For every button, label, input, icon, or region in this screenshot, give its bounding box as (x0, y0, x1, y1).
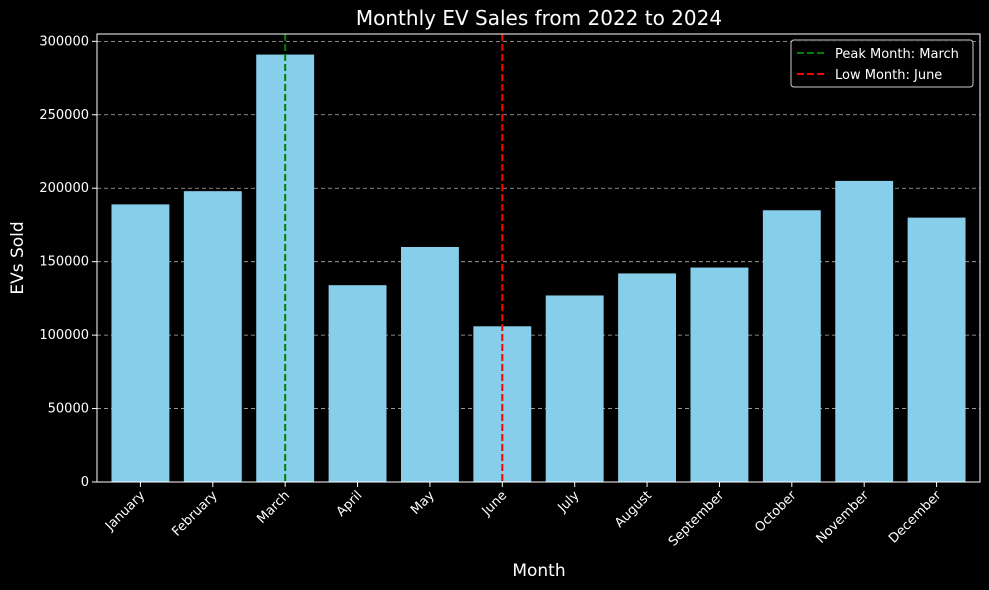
bar-april (328, 285, 387, 482)
legend-label: Low Month: June (835, 68, 942, 83)
legend: Peak Month: March Low Month: June (790, 39, 974, 88)
bar-january (111, 204, 170, 482)
x-axis-label: Month (512, 561, 565, 581)
chart-title: Monthly EV Sales from 2022 to 2024 (356, 6, 722, 30)
bar-november (835, 180, 894, 482)
bar-february (183, 191, 242, 482)
bar-october (762, 210, 821, 482)
y-tick-label: 150000 (39, 255, 89, 270)
y-tick-label: 100000 (39, 328, 89, 343)
bar-july (545, 295, 604, 482)
legend-box (790, 39, 974, 88)
bar-december (907, 217, 966, 482)
y-axis-label: EVs Sold (8, 221, 28, 294)
bar-august (618, 273, 677, 482)
bar-may (400, 246, 459, 482)
y-axis-ticks: 0 50000 100000 150000 200000 250000 300000 (39, 34, 97, 490)
legend-label: Peak Month: March (835, 47, 959, 62)
y-tick-label: 0 (81, 475, 89, 490)
reference-lines (284, 34, 504, 482)
bars (111, 54, 966, 482)
plot-frame (96, 33, 981, 483)
y-tick-label: 300000 (39, 34, 89, 49)
y-tick-label: 250000 (39, 108, 89, 123)
y-tick-label: 200000 (39, 181, 89, 196)
bar-september (690, 267, 749, 482)
y-tick-label: 50000 (48, 402, 89, 417)
